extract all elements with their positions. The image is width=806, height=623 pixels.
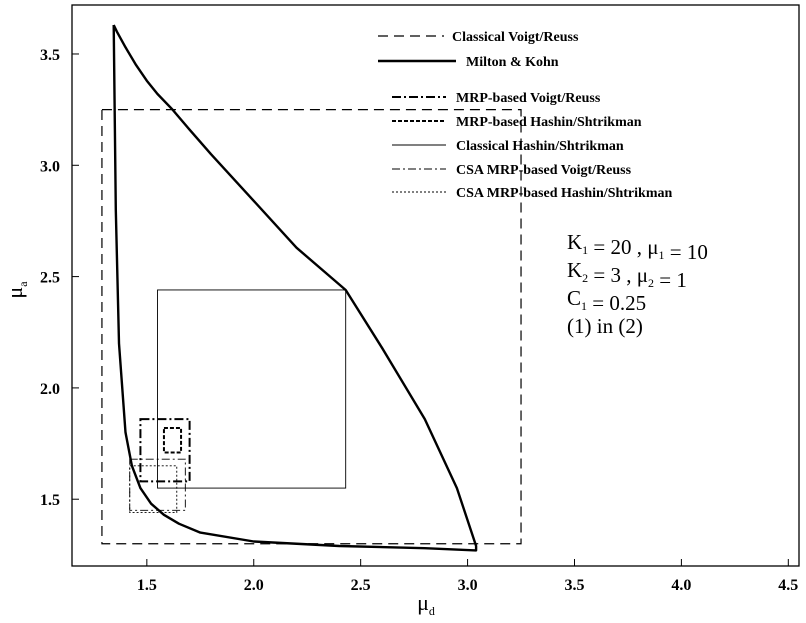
legend-label-0: Classical Voigt/Reuss bbox=[452, 30, 579, 45]
legend-label-3: MRP-based Hashin/Shtrikman bbox=[456, 115, 642, 130]
legend: Classical Voigt/Reuss Milton & Kohn MRP-ba… bbox=[378, 30, 672, 201]
y-tick-label: 1.5 bbox=[40, 492, 60, 509]
series-layer bbox=[101, 24, 522, 552]
axes: 1.5 2.0 2.5 3.0 3.5 4.0 4.5 1.5 2.0 2.5 3.0 3.5 bbox=[40, 47, 798, 594]
y-tick-label: 2.0 bbox=[40, 381, 60, 398]
series-bound-4 bbox=[157, 289, 347, 489]
x-tick-label: 3.5 bbox=[564, 577, 584, 594]
x-tick-label: 3.0 bbox=[458, 577, 478, 594]
x-tick-label: 2.5 bbox=[351, 577, 371, 594]
x-tick-label: 1.5 bbox=[137, 577, 157, 594]
series-bound-3 bbox=[162, 426, 183, 454]
series-bound-2 bbox=[139, 418, 191, 483]
y-tick-label: 3.0 bbox=[40, 158, 60, 175]
x-axis-title: μd bbox=[417, 590, 435, 618]
legend-label-5: CSA MRP-based Voigt/Reuss bbox=[456, 163, 632, 178]
annotation-line-1: K2 = 3 , μ2 = 1 bbox=[567, 258, 687, 292]
y-axis-title: μa bbox=[2, 281, 30, 299]
series-curve-milton-kohn bbox=[112, 24, 478, 552]
y-tick-label: 3.5 bbox=[40, 47, 60, 64]
x-tick-label: 2.0 bbox=[244, 577, 264, 594]
annotation-line-3: (1) in (2) bbox=[567, 314, 643, 338]
legend-label-4: Classical Hashin/Shtrikman bbox=[456, 139, 624, 154]
x-tick-label: 4.0 bbox=[671, 577, 691, 594]
annotation-line-2: C1 = 0.25 bbox=[567, 286, 646, 315]
plot-frame bbox=[71, 4, 800, 567]
x-tick-label: 4.5 bbox=[778, 577, 798, 594]
legend-label-2: MRP-based Voigt/Reuss bbox=[456, 91, 601, 106]
y-tick-label: 2.5 bbox=[40, 270, 60, 287]
annotation-line-0: K1 = 20 , μ1 = 10 bbox=[567, 230, 708, 264]
legend-label-6: CSA MRP-based Hashin/Shtrikman bbox=[456, 186, 672, 201]
series-bound-6 bbox=[129, 465, 178, 514]
legend-label-1: Milton & Kohn bbox=[466, 55, 559, 70]
